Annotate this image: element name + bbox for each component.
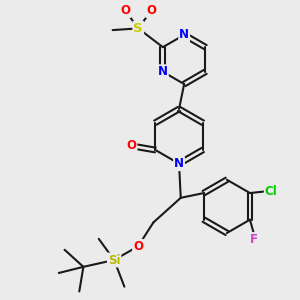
Text: O: O <box>146 4 156 17</box>
Text: Cl: Cl <box>265 185 278 198</box>
Text: N: N <box>179 28 189 41</box>
Text: O: O <box>120 4 130 17</box>
Text: Si: Si <box>108 254 120 266</box>
Text: N: N <box>158 65 168 78</box>
Text: N: N <box>174 157 184 170</box>
Text: O: O <box>127 140 136 152</box>
Text: F: F <box>250 233 258 246</box>
Text: S: S <box>134 22 143 35</box>
Text: O: O <box>133 240 143 253</box>
